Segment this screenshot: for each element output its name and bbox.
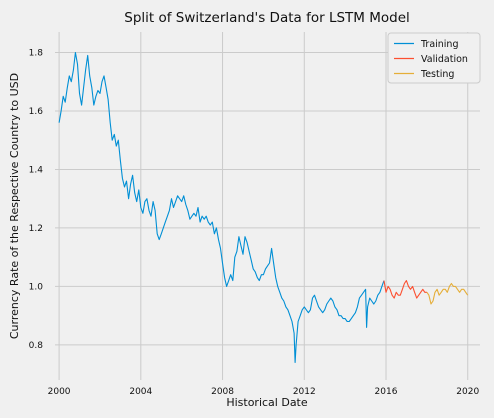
tick-layer: 2000 2004 2008 2012 2016 2020 0.8 1.0 1.2 1.4 1.6 1… [29,48,480,397]
x-tick-label: 2008 [211,387,234,397]
y-tick-label: 1.0 [29,282,44,292]
series-line-validation [383,280,427,299]
legend: Training Validation Testing [387,32,481,84]
y-tick-label: 1.2 [29,224,43,234]
x-tick-label: 2016 [375,387,398,397]
x-tick-label: 2000 [48,387,71,397]
legend-label-training: Training [420,39,459,50]
legend-label-validation: Validation [421,54,468,65]
y-tick-label: 1.6 [29,107,44,117]
grid-layer [55,32,480,380]
legend-label-testing: Testing [420,69,454,80]
x-tick-label: 2004 [129,387,152,397]
series-line-training [58,51,385,364]
x-tick-label: 2012 [293,387,316,397]
series-layer [58,51,469,364]
series-line-testing [426,282,469,305]
chart-title: Split of Switzerland's Data for LSTM Mod… [124,10,410,26]
x-axis-label: Historical Date [226,396,308,409]
y-axis-label: Currency Rate of the Respective Country … [8,73,21,339]
x-tick-label: 2020 [456,387,479,397]
y-tick-label: 0.8 [29,341,44,351]
y-tick-label: 1.4 [29,165,44,175]
legend-box [387,32,481,84]
y-tick-label: 1.8 [29,48,44,58]
